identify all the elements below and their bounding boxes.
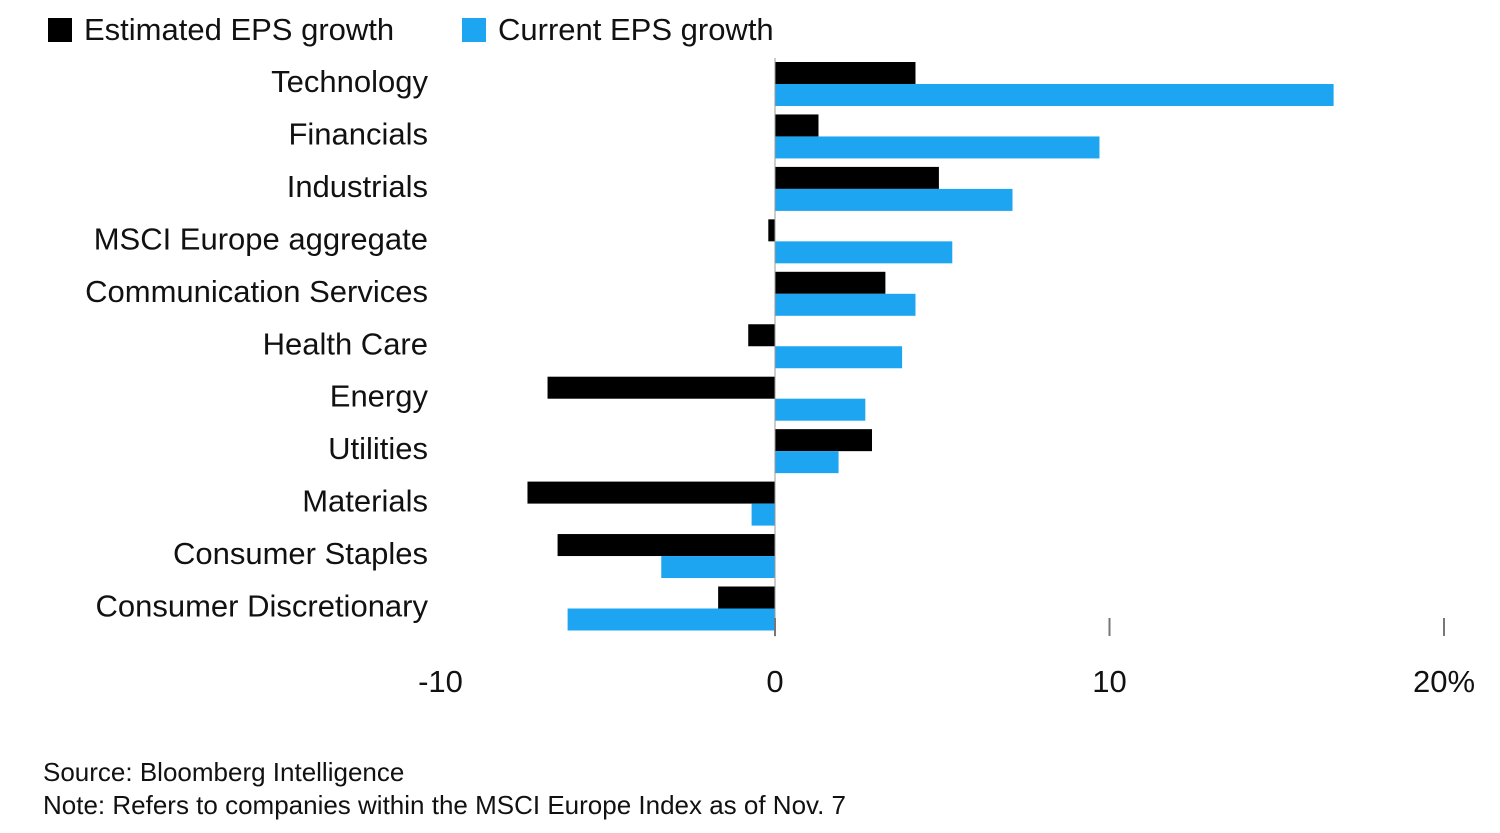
x-tick-label: 10 [1092, 664, 1126, 699]
source-note: Source: Bloomberg Intelligence [43, 757, 405, 787]
bar-current [775, 241, 953, 264]
bars [527, 62, 1334, 631]
bar-current [775, 346, 903, 369]
legend-label-0: Estimated EPS growth [84, 12, 394, 47]
category-label: Industrials [287, 169, 428, 204]
bar-estimated [527, 481, 775, 504]
category-label: Materials [302, 484, 428, 519]
bar-current [775, 188, 1013, 211]
bar-current [567, 608, 775, 631]
bar-current [775, 451, 839, 474]
legend-label-1: Current EPS growth [498, 12, 774, 47]
bar-current [775, 136, 1100, 159]
x-axis: -10 0 10 20% [418, 58, 1475, 699]
bar-estimated [718, 586, 775, 609]
bar-estimated [775, 166, 939, 189]
footnote: Note: Refers to companies within the MSC… [43, 790, 847, 820]
bar-current [775, 293, 916, 316]
legend-swatch-0 [48, 18, 72, 42]
bar-estimated [748, 324, 775, 347]
category-label: MSCI Europe aggregate [94, 221, 428, 256]
bar-current [775, 398, 866, 421]
bar-estimated [768, 219, 775, 242]
category-label: Health Care [263, 326, 428, 361]
category-label: Consumer Discretionary [96, 589, 429, 624]
bar-current [775, 84, 1334, 106]
x-tick-label: -10 [418, 664, 463, 699]
bar-estimated [775, 62, 916, 84]
legend-swatch-1 [462, 18, 486, 42]
bar-estimated [775, 114, 819, 137]
legend: Estimated EPS growth Current EPS growth [48, 12, 774, 47]
category-label: Communication Services [85, 274, 428, 309]
category-label: Technology [271, 64, 428, 99]
category-label: Energy [330, 379, 429, 414]
bar-current [661, 556, 775, 579]
bar-estimated [547, 376, 775, 399]
category-label: Financials [288, 116, 428, 151]
x-tick-label: 0 [766, 664, 783, 699]
bar-current [751, 503, 775, 526]
x-tick-label: 20% [1413, 664, 1475, 699]
bar-estimated [557, 534, 775, 557]
category-labels: Technology Financials Industrials MSCI Euro… [85, 64, 428, 624]
bar-estimated [775, 429, 873, 452]
category-label: Consumer Staples [173, 536, 428, 571]
bar-estimated [775, 271, 886, 294]
category-label: Utilities [328, 431, 428, 466]
